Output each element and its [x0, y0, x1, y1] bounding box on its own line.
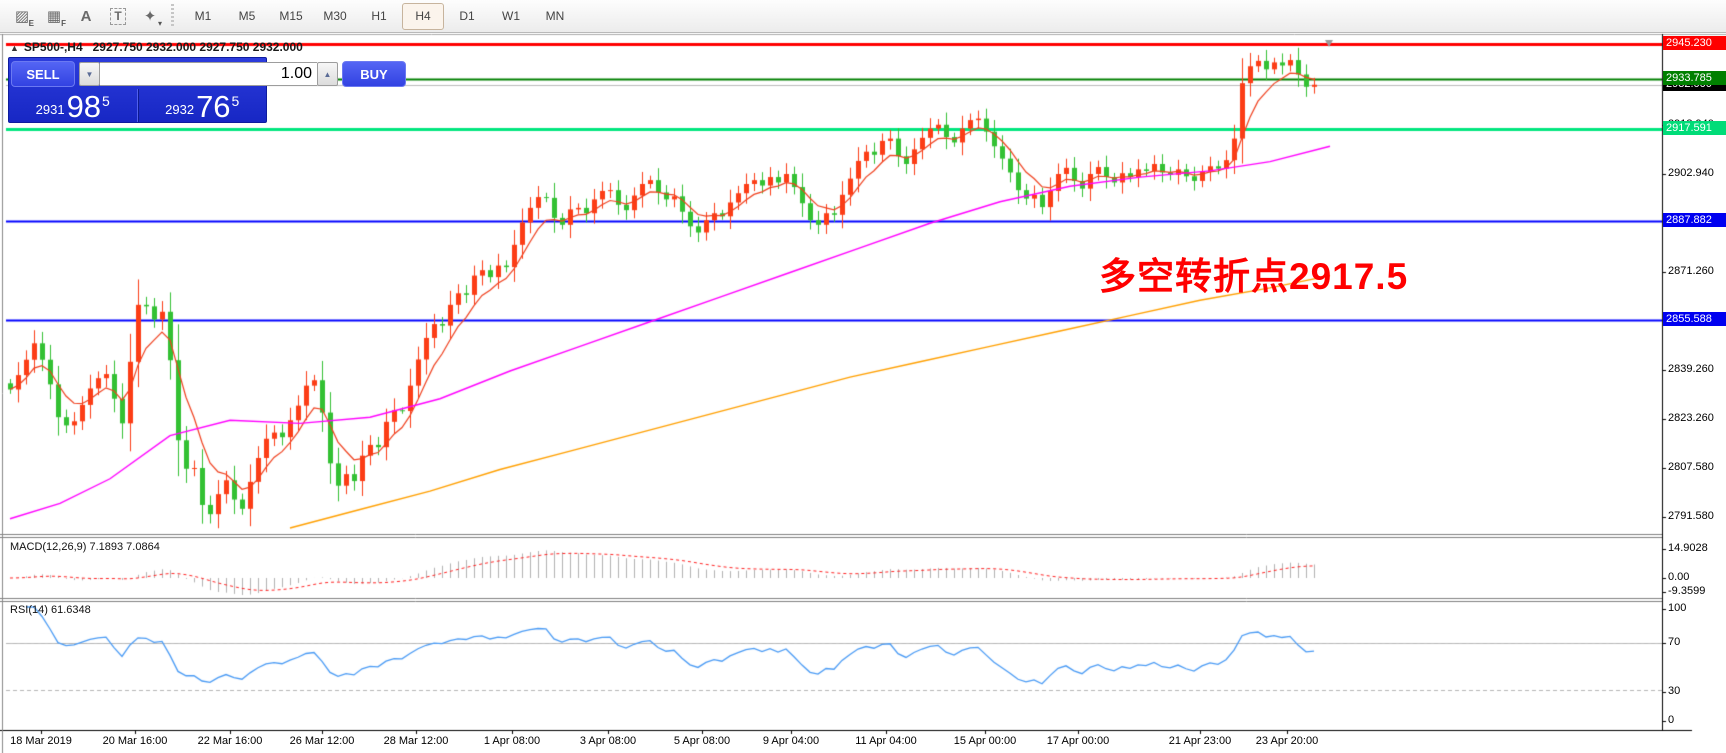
- ohlc-values: 2927.750 2932.000 2927.750 2932.000: [92, 40, 303, 54]
- macd-tick-14.9028: 14.9028: [1668, 542, 1708, 554]
- volume-increase-button[interactable]: ▲: [317, 62, 338, 86]
- price-badge-2917.591: 2917.591: [1663, 121, 1726, 136]
- one-click-trading-panel: SELL ▼ ▲ BUY 2931 98 5 2932 76 5: [8, 57, 406, 123]
- price-badge-2945.230: 2945.230: [1663, 36, 1726, 50]
- drawing-tools-group: ▨ E ▦ F A T ✦ ▾: [6, 3, 166, 30]
- price-badge-2855.588: 2855.588: [1663, 311, 1726, 326]
- toolbar: ▨ E ▦ F A T ✦ ▾ M1 M5 M15 M30 H1 H4 D1 W1 MN: [0, 0, 1726, 33]
- price-tick-2807.580: 2807.580: [1668, 460, 1714, 473]
- time-tick: 23 Apr 20:00: [1255, 735, 1319, 747]
- time-tick: 28 Mar 12:00: [383, 735, 449, 747]
- timeframe-w1[interactable]: W1: [502, 9, 520, 23]
- time-tick: 26 Mar 12:00: [289, 735, 355, 747]
- time-tick: 3 Apr 08:00: [579, 735, 637, 747]
- timeframe-m5[interactable]: M5: [238, 9, 256, 23]
- buy-price-cell[interactable]: 2932 76 5: [137, 89, 267, 124]
- sell-price-prefix: 2931: [35, 102, 65, 117]
- chart-ohlc-header: ▲ SP500-,H4 2927.750 2932.000 2927.750 293…: [10, 40, 303, 54]
- symbol-period-label: SP500-,H4: [23, 40, 83, 54]
- volume-input[interactable]: [100, 62, 317, 86]
- label-tool-icon[interactable]: A: [80, 7, 92, 25]
- timeframe-m15[interactable]: M15: [279, 9, 303, 23]
- price-badge-2887.882: 2887.882: [1663, 212, 1726, 227]
- shapes-tool-icon[interactable]: ✦ ▾: [143, 7, 162, 28]
- price-tick-2902.940: 2902.940: [1668, 167, 1714, 180]
- rsi-indicator-label: RSI(14) 61.6348: [10, 604, 91, 616]
- toolbar-separator: [171, 4, 174, 28]
- pattern-tool-icon[interactable]: ▨ E: [14, 7, 34, 28]
- timeframe-mn[interactable]: MN: [545, 9, 565, 23]
- text-tool-icon[interactable]: T: [103, 3, 133, 30]
- timeframe-d1[interactable]: D1: [459, 9, 475, 23]
- macd-tick-0.00: 0.00: [1668, 571, 1690, 583]
- buy-price-big: 76: [196, 89, 231, 124]
- macd-tick--9.3599: -9.3599: [1668, 585, 1706, 597]
- time-tick: 9 Apr 04:00: [762, 735, 820, 747]
- time-tick: 20 Mar 16:00: [102, 735, 168, 747]
- text-annotation[interactable]: 多空转折点2917.5: [1099, 256, 1409, 297]
- buy-button[interactable]: BUY: [342, 61, 406, 87]
- time-tick: 18 Mar 2019: [10, 735, 72, 747]
- sell-price-cell[interactable]: 2931 98 5: [9, 89, 138, 122]
- volume-decrease-button[interactable]: ▼: [79, 62, 100, 86]
- price-tick-2839.260: 2839.260: [1668, 363, 1714, 376]
- buy-price-sup: 5: [231, 93, 240, 109]
- sell-button[interactable]: SELL: [11, 61, 75, 87]
- timeframe-m30[interactable]: M30: [323, 9, 347, 23]
- price-tick-2823.260: 2823.260: [1668, 412, 1714, 425]
- timeframe-h4[interactable]: H4: [402, 2, 444, 30]
- time-tick: 21 Apr 23:00: [1168, 735, 1232, 747]
- macd-indicator-label: MACD(12,26,9) 7.1893 7.0864: [10, 541, 160, 553]
- ohlc-collapse-icon[interactable]: ▲: [10, 43, 19, 53]
- price-badge-2933.785: 2933.785: [1663, 71, 1726, 86]
- time-tick: 22 Mar 16:00: [197, 735, 263, 747]
- buy-price-prefix: 2932: [165, 102, 195, 117]
- rsi-tick-100: 100: [1668, 602, 1687, 614]
- price-tick-2791.580: 2791.580: [1668, 509, 1714, 522]
- rsi-tick-70: 70: [1668, 636, 1681, 648]
- trade-panel-prices: 2931 98 5 2932 76 5: [9, 89, 266, 122]
- timeframe-h1[interactable]: H1: [371, 9, 387, 23]
- sell-price-big: 98: [66, 89, 102, 124]
- price-tick-2871.260: 2871.260: [1668, 264, 1714, 277]
- volume-stepper: ▼ ▲: [79, 62, 338, 86]
- time-tick: 15 Apr 00:00: [953, 735, 1017, 747]
- timeframe-m1[interactable]: M1: [194, 9, 212, 23]
- rsi-tick-30: 30: [1668, 685, 1681, 697]
- rsi-tick-0: 0: [1668, 714, 1675, 726]
- timeframe-bar: M1 M5 M15 M30 H1 H4 D1 W1 MN: [181, 2, 577, 30]
- grid-tool-icon[interactable]: ▦ F: [46, 7, 66, 28]
- time-tick: 17 Apr 00:00: [1046, 735, 1110, 747]
- trade-panel-top-row: SELL ▼ ▲ BUY: [9, 58, 406, 88]
- time-tick: 1 Apr 08:00: [483, 735, 541, 747]
- time-tick: 11 Apr 04:00: [855, 735, 917, 747]
- sell-price-sup: 5: [102, 93, 110, 109]
- time-tick: 5 Apr 08:00: [673, 735, 731, 747]
